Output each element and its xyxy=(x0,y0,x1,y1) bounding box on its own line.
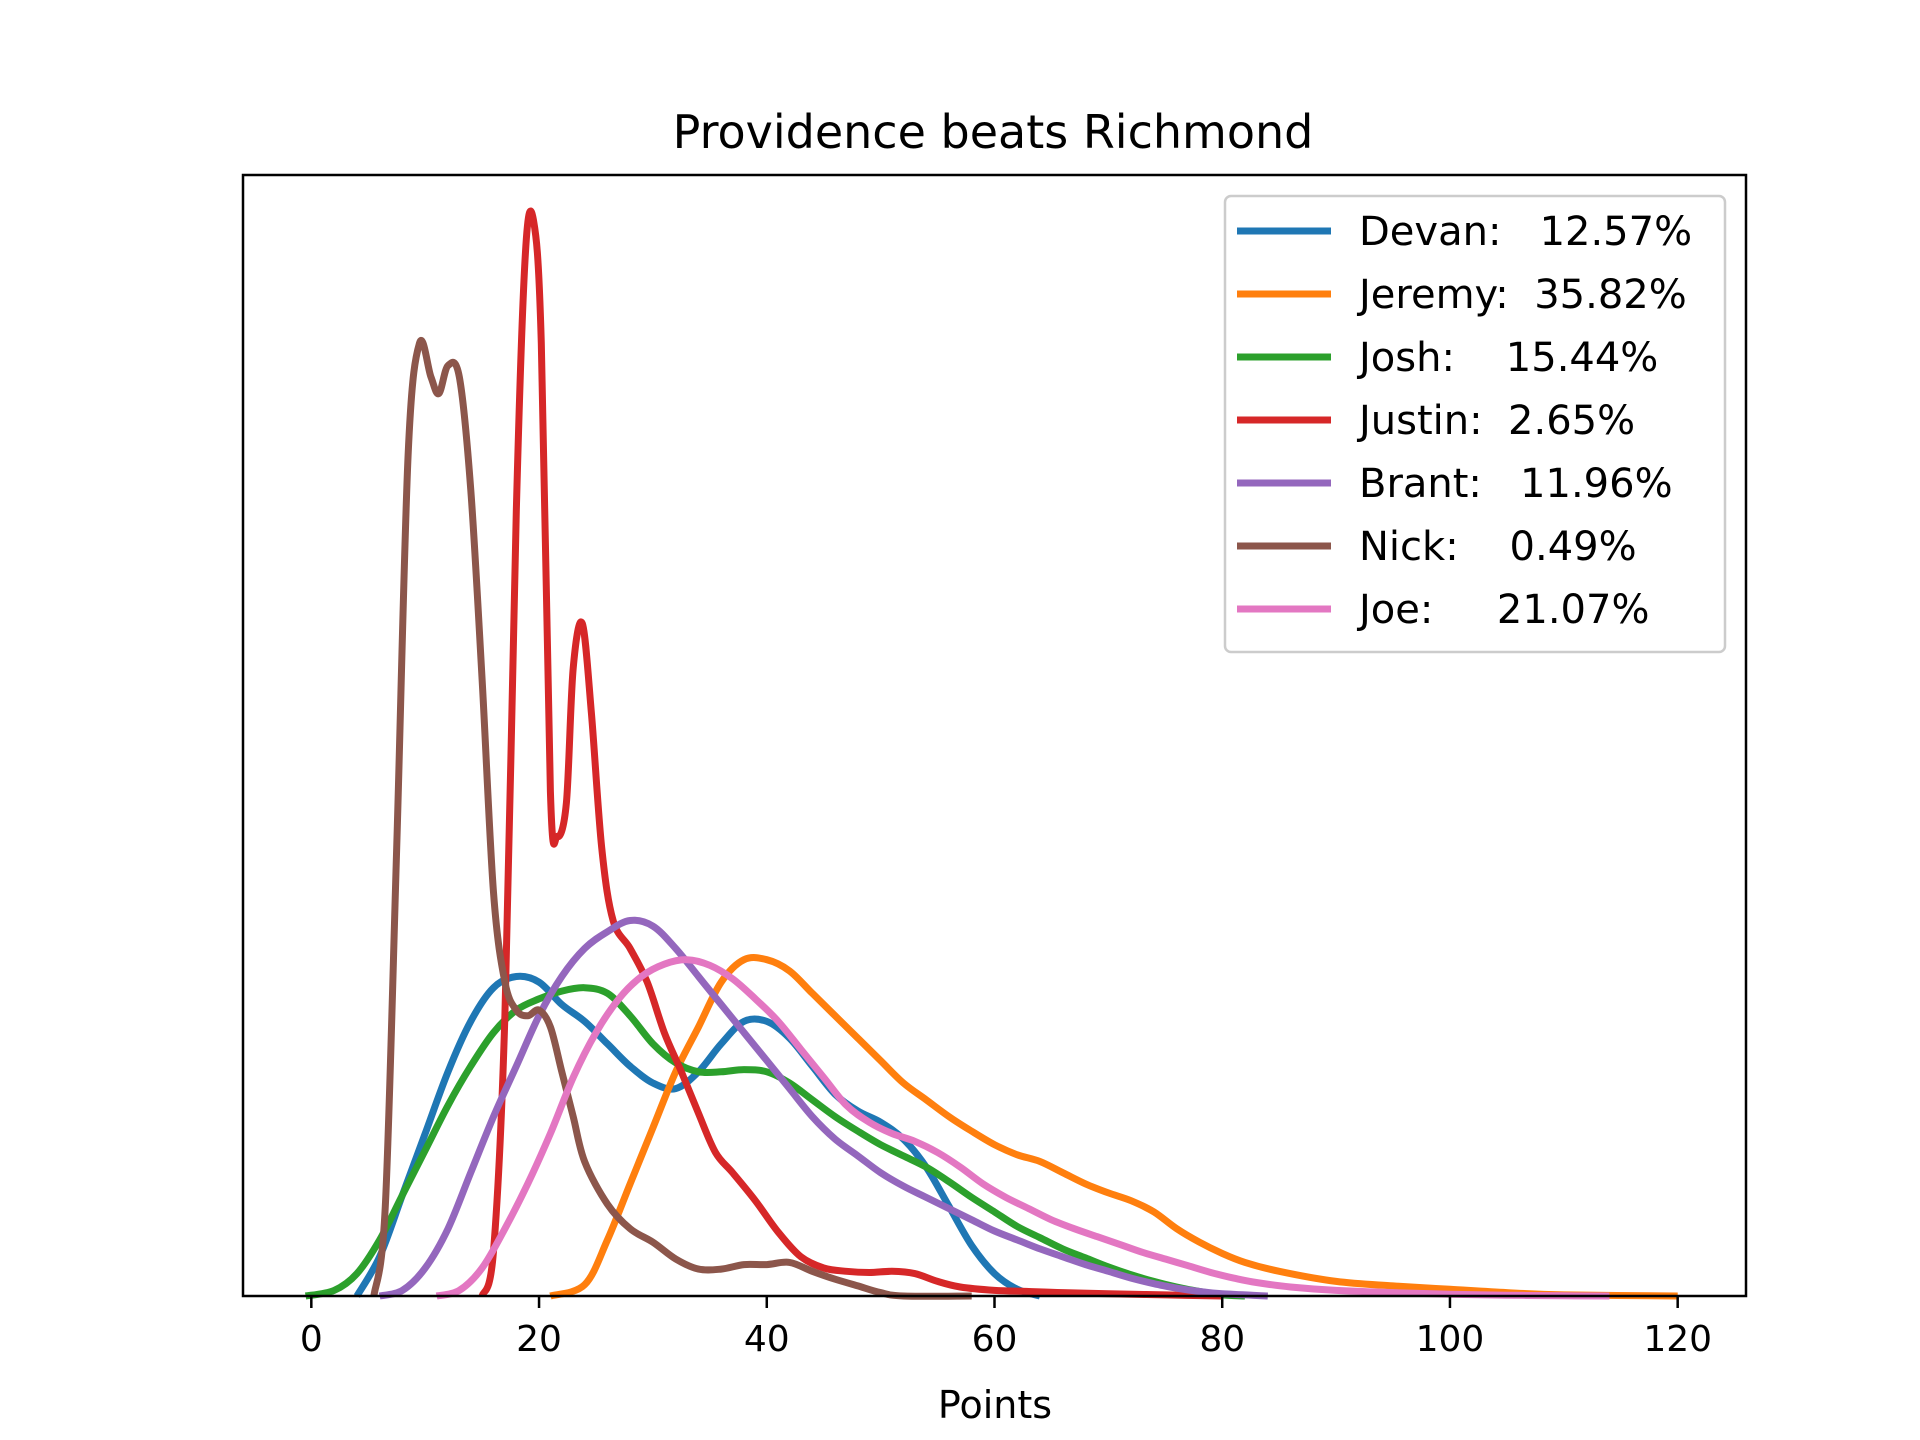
legend-label-nick: Nick: 0.49% xyxy=(1359,524,1637,570)
x-tick-label: 0 xyxy=(300,1319,323,1360)
legend: Devan: 12.57% Jeremy: 35.82% Josh: 15.44% J… xyxy=(1223,194,1727,654)
x-tick-label: 20 xyxy=(516,1319,562,1360)
legend-label-devan: Devan: 12.57% xyxy=(1359,209,1692,255)
series-layer xyxy=(304,207,1678,1300)
series-line-jeremy xyxy=(549,954,1678,1300)
x-tick-label: 100 xyxy=(1416,1319,1485,1360)
x-tick-label: 120 xyxy=(1643,1319,1712,1360)
legend-label-josh: Josh: 15.44% xyxy=(1356,335,1658,381)
series-line-nick xyxy=(370,336,972,1300)
chart-title: Providence beats Richmond xyxy=(673,105,1314,159)
series-line-brant xyxy=(378,916,1268,1300)
legend-label-jeremy: Jeremy: 35.82% xyxy=(1356,272,1687,318)
x-tick-label: 40 xyxy=(744,1319,790,1360)
series-line-joe xyxy=(435,956,1610,1300)
series-line-justin xyxy=(478,207,1223,1300)
legend-label-joe: Joe: 21.07% xyxy=(1356,587,1649,633)
x-tick-label: 60 xyxy=(972,1319,1018,1360)
legend-box xyxy=(1223,194,1727,654)
x-axis-label: Points xyxy=(938,1383,1052,1427)
legend-label-justin: Justin: 2.65% xyxy=(1356,398,1635,444)
legend-label-brant: Brant: 11.96% xyxy=(1359,461,1673,507)
x-axis: 0 20 40 60 80 100 120 xyxy=(300,1296,1712,1360)
x-tick-label: 80 xyxy=(1199,1319,1245,1360)
